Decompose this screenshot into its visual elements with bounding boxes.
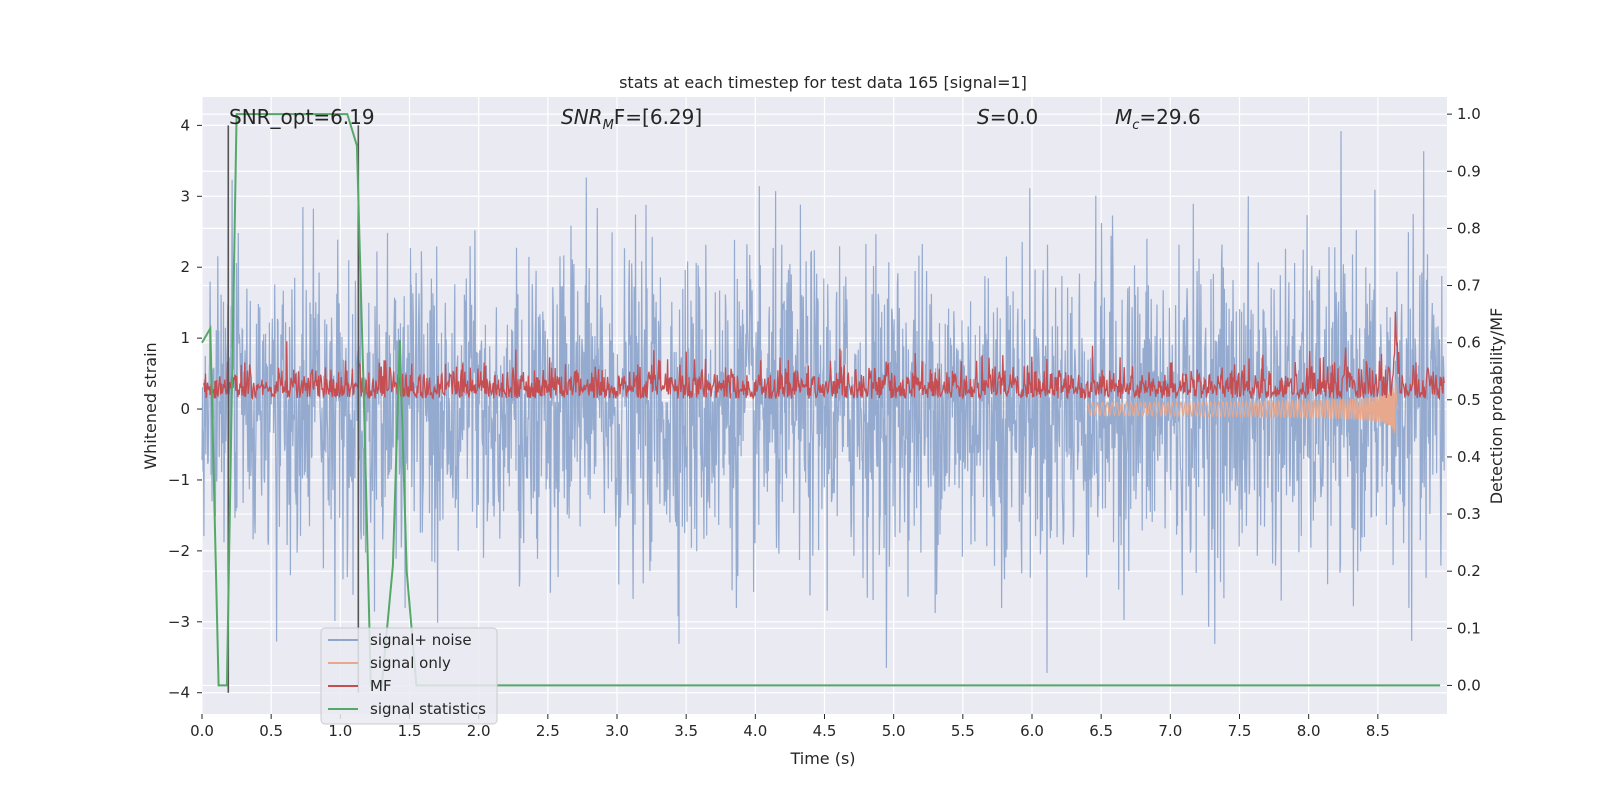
x-tick-label: 0.0 [190, 722, 214, 740]
x-tick-label: 3.5 [674, 722, 698, 740]
y-tick-label-right: 0.6 [1457, 334, 1481, 352]
y-axis-label-right: Detection probability/MF [1487, 308, 1506, 505]
axis-ticks: 0.0 0.5 1.0 1.5 2.0 2.5 3.0 3.5 4.0 4.5 5.0 5.5 6.0 6… [168, 105, 1481, 740]
x-tick-label: 5.0 [882, 722, 906, 740]
x-tick-label: 1.0 [328, 722, 352, 740]
y-tick-label-right: 0.3 [1457, 505, 1481, 523]
legend-label-mf: MF [370, 677, 392, 695]
legend-label-signal-noise: signal+ noise [370, 631, 472, 649]
x-tick-label: 6.0 [1020, 722, 1044, 740]
y-tick-label-left: −4 [168, 684, 190, 702]
y-tick-label-left: 4 [180, 116, 190, 134]
x-tick-label: 4.5 [813, 722, 837, 740]
x-axis-label: Time (s) [789, 749, 855, 768]
annotation-snr-mf-sub: M [603, 118, 614, 133]
series-signal-noise [201, 131, 1445, 673]
x-tick-label: 7.0 [1158, 722, 1182, 740]
chart-title: stats at each timestep for test data 165… [619, 73, 1027, 92]
x-tick-label: 4.0 [743, 722, 767, 740]
y-tick-label-left: −3 [168, 613, 190, 631]
y-tick-label-right: 0.2 [1457, 562, 1481, 580]
series-line-signal-noise [201, 131, 1445, 673]
y-tick-label-right: 0.5 [1457, 391, 1481, 409]
annotation-mc-main: M [1115, 105, 1132, 129]
x-tick-label: 1.5 [398, 722, 422, 740]
x-tick-label: 8.0 [1297, 722, 1321, 740]
y-tick-label-right: 0.8 [1457, 219, 1481, 237]
series-line-mf [202, 311, 1445, 401]
x-tick-label: 0.5 [259, 722, 283, 740]
y-tick-label-left: 3 [180, 187, 190, 205]
y-tick-label-left: −2 [168, 542, 190, 560]
y-tick-label-right: 0.9 [1457, 162, 1481, 180]
legend: signal+ noise signal only MF signal stat… [320, 627, 498, 725]
annotation-snr-mf: SNRMF=[6.29] [561, 105, 702, 133]
x-tick-label: 2.5 [536, 722, 560, 740]
series-mf [202, 311, 1445, 401]
y-tick-label-left: 1 [180, 329, 190, 347]
y-tick-label-right: 1.0 [1457, 105, 1481, 123]
annotation-snr-mf-main: SNR [561, 105, 603, 129]
series-signal-only [1086, 380, 1399, 434]
legend-box [320, 627, 498, 725]
y-tick-label-left: −1 [168, 471, 190, 489]
annotation-snr-opt: SNR_opt=6.19 [229, 105, 375, 129]
x-tick-label: 3.0 [605, 722, 629, 740]
y-tick-label-right: 0.4 [1457, 448, 1481, 466]
annotation-snr-mf-rest: F=[6.29] [614, 105, 702, 129]
annotation-mc-rest: =29.6 [1139, 105, 1200, 129]
y-tick-label-left: 0 [180, 400, 190, 418]
x-tick-label: 8.5 [1366, 722, 1390, 740]
annotation-mc-sub: c [1132, 118, 1139, 133]
x-tick-label: 6.5 [1089, 722, 1113, 740]
y-tick-label-right: 0.1 [1457, 619, 1481, 637]
annotation-s-main: S [977, 105, 990, 129]
legend-label-signal-only: signal only [370, 654, 451, 672]
y-tick-label-right: 0.0 [1457, 676, 1481, 694]
y-tick-label-right: 0.7 [1457, 277, 1481, 295]
annotation-s-rest: =0.0 [990, 105, 1039, 129]
annotation-mc: Mc=29.6 [1115, 105, 1201, 133]
x-tick-label: 7.5 [1228, 722, 1252, 740]
x-tick-label: 5.5 [951, 722, 975, 740]
series-line-signal-only [1086, 380, 1399, 434]
annotation-s: S=0.0 [977, 105, 1038, 129]
x-tick-label: 2.0 [467, 722, 491, 740]
legend-label-signal-statistics: signal statistics [370, 700, 486, 718]
y-axis-label-left: Whitened strain [141, 342, 160, 469]
y-tick-label-left: 2 [180, 258, 190, 276]
